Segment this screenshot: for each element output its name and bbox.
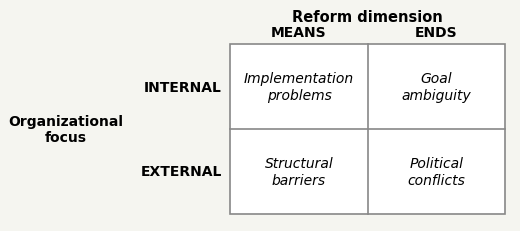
- Text: Organizational
focus: Organizational focus: [8, 114, 123, 144]
- Text: Reform dimension: Reform dimension: [292, 10, 443, 25]
- Text: EXTERNAL: EXTERNAL: [140, 165, 222, 179]
- Text: Structural
barriers: Structural barriers: [265, 157, 333, 187]
- Text: ENDS: ENDS: [415, 26, 458, 40]
- Text: Implementation
problems: Implementation problems: [244, 72, 354, 102]
- Text: INTERNAL: INTERNAL: [144, 80, 222, 94]
- Bar: [230, 45, 505, 214]
- Text: Political
conflicts: Political conflicts: [408, 157, 465, 187]
- Text: MEANS: MEANS: [271, 26, 327, 40]
- Text: Goal
ambiguity: Goal ambiguity: [401, 72, 471, 102]
